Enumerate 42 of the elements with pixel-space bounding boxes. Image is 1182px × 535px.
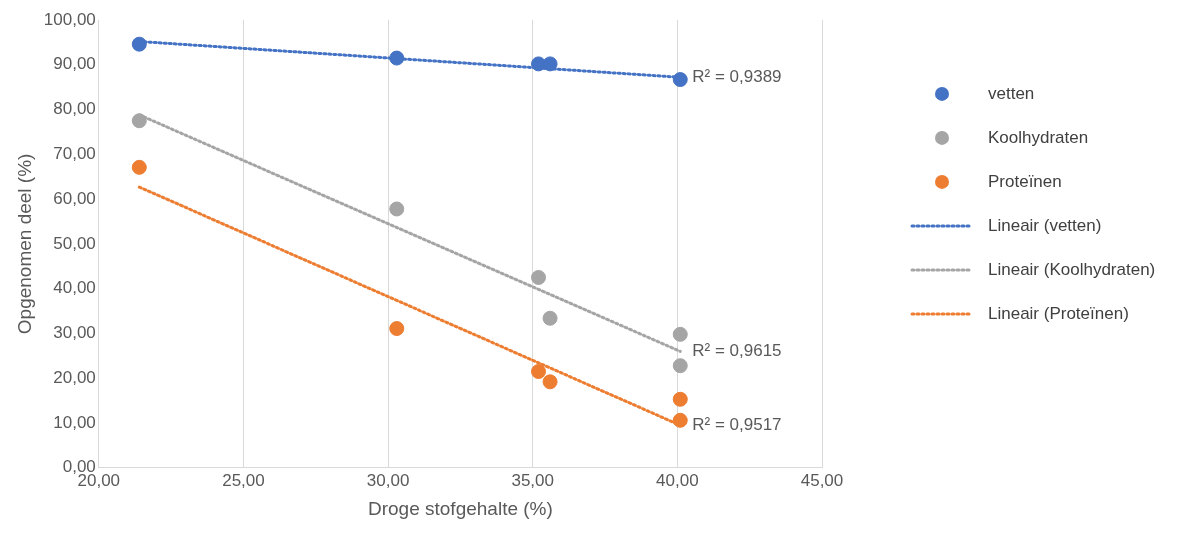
y-tick-label: 90,00	[53, 54, 96, 74]
point	[389, 321, 405, 337]
legend-label: Lineair (Proteïnen)	[988, 303, 1129, 323]
point	[531, 364, 546, 380]
legend-label: Lineair (vetten)	[988, 215, 1102, 235]
point	[389, 201, 405, 217]
point	[672, 412, 688, 428]
y-tick-label: 10,00	[53, 412, 96, 432]
legend-label: Lineair (Koolhydraten)	[988, 259, 1156, 279]
annotation: R² = 0,9517	[692, 414, 782, 434]
legend-label: vetten	[988, 83, 1035, 103]
point	[672, 326, 688, 342]
y-tick-label: 80,00	[53, 99, 96, 119]
point	[131, 36, 147, 52]
point	[542, 56, 558, 72]
point	[672, 358, 688, 374]
legend-label: Koolhydraten	[988, 127, 1089, 147]
point	[131, 159, 147, 175]
x-tick-label: 30,00	[366, 470, 410, 490]
annotation: R² = 0,9389	[692, 67, 782, 87]
y-axis-title: Opgenomen deel (%)	[13, 153, 35, 335]
y-tick-label: 60,00	[53, 188, 96, 208]
point	[672, 72, 688, 88]
y-tick-label: 100,00	[43, 9, 96, 29]
y-tick-label: 30,00	[53, 323, 96, 343]
x-axis-title: Droge stofgehalte (%)	[367, 497, 553, 519]
x-tick-label: 35,00	[511, 470, 554, 490]
point	[131, 113, 147, 129]
legend-label: Proteïnen	[988, 171, 1062, 191]
point	[542, 374, 558, 390]
point	[531, 269, 546, 285]
x-tick-label: 40,00	[656, 470, 699, 490]
x-tick-label: 25,00	[222, 470, 265, 490]
y-tick-label: 20,00	[53, 367, 96, 387]
x-tick-label: 45,00	[800, 470, 844, 490]
point	[389, 50, 405, 66]
y-tick-label: 50,00	[53, 233, 96, 253]
annotation: R² = 0,9615	[692, 341, 782, 361]
point	[542, 310, 558, 326]
y-tick-label: 70,00	[53, 144, 96, 164]
point	[672, 391, 688, 407]
y-tick-label: 40,00	[53, 278, 96, 298]
